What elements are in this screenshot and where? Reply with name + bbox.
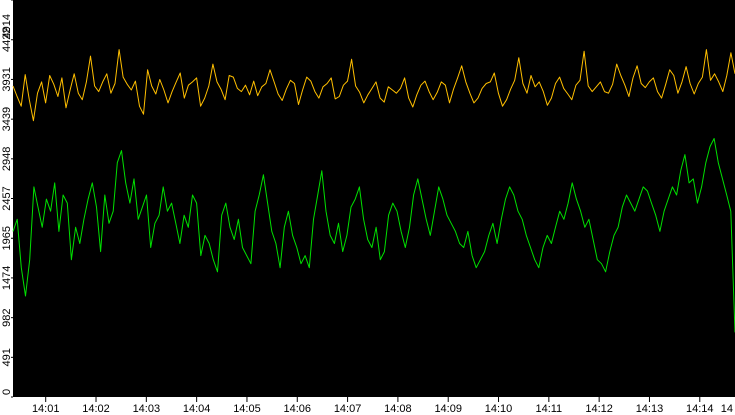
x-tick-5: 14:06 xyxy=(284,397,312,415)
x-tick-label: 14:08 xyxy=(384,403,412,415)
x-tick-label: 14:11 xyxy=(535,403,562,415)
x-tick-7: 14:08 xyxy=(384,397,412,415)
x-tick-12: 14:13 xyxy=(636,397,664,415)
y-tick-label: 1474 xyxy=(1,266,13,290)
x-tick-label: 14:04 xyxy=(183,403,211,415)
x-tick-label: 14:05 xyxy=(233,403,261,415)
y-tick-label: 3931 xyxy=(1,67,13,91)
y-tick-label: 982 xyxy=(1,308,13,326)
series-line-0 xyxy=(12,49,735,122)
x-tick-label: 14:09 xyxy=(434,403,462,415)
y-tick-label: 491 xyxy=(1,348,13,366)
x-tick-13: 14:14 xyxy=(686,397,714,415)
x-tick-0: 14:01 xyxy=(32,397,60,415)
x-tick-2: 14:03 xyxy=(133,397,161,415)
y-tick-0: 0 xyxy=(1,389,13,398)
x-tick-label: 14 xyxy=(721,403,733,415)
x-axis-tick-labels: 14:01 14:02 14:03 14:04 14:05 14:06 14:07 14:08… xyxy=(32,397,733,415)
y-tick-3: 1474 xyxy=(1,266,13,290)
x-tick-9: 14:10 xyxy=(485,397,513,415)
series-line-1 xyxy=(12,138,735,333)
x-tick-14: 14 xyxy=(721,403,733,415)
x-tick-label: 14:02 xyxy=(82,403,110,415)
x-tick-label: 14:12 xyxy=(585,403,613,415)
y-tick-6: 2948 xyxy=(1,147,13,171)
y-tick-7: 3439 xyxy=(1,107,13,131)
y-tick-label: 2457 xyxy=(1,186,13,210)
x-tick-label: 14:10 xyxy=(485,403,513,415)
y-tick-label: 0 xyxy=(1,389,13,395)
x-tick-label: 14:03 xyxy=(133,403,161,415)
y-tick-5: 2457 xyxy=(1,186,13,211)
y-tick-label: 1965 xyxy=(1,226,13,250)
x-tick-label: 14:07 xyxy=(334,403,362,415)
x-tick-3: 14:04 xyxy=(183,397,211,415)
y-tick-4: 1965 xyxy=(1,226,13,250)
series-layer xyxy=(12,49,735,333)
x-tick-1: 14:02 xyxy=(82,397,110,415)
y-tick-2: 982 xyxy=(1,308,13,327)
y-tick-label: 3439 xyxy=(1,107,13,131)
y-tick-1: 491 xyxy=(1,348,13,367)
x-tick-label: 14:06 xyxy=(284,403,312,415)
x-tick-4: 14:05 xyxy=(233,397,261,415)
y-tick-label: 4422 xyxy=(1,28,13,52)
y-tick-9: 4422 xyxy=(1,28,13,52)
y-tick-label: 2948 xyxy=(1,147,13,171)
x-tick-6: 14:07 xyxy=(334,397,362,415)
y-tick-8: 3931 xyxy=(1,67,13,92)
x-tick-label: 14:01 xyxy=(32,403,60,415)
x-tick-label: 14:14 xyxy=(686,403,714,415)
x-tick-label: 14:13 xyxy=(636,403,664,415)
x-tick-11: 14:12 xyxy=(585,397,613,415)
x-tick-10: 14:11 xyxy=(535,397,562,415)
y-tick-10: 4914 xyxy=(1,0,13,38)
y-tick-label: 4914 xyxy=(1,14,13,38)
plot-background xyxy=(13,0,735,397)
x-tick-8: 14:09 xyxy=(434,397,462,415)
